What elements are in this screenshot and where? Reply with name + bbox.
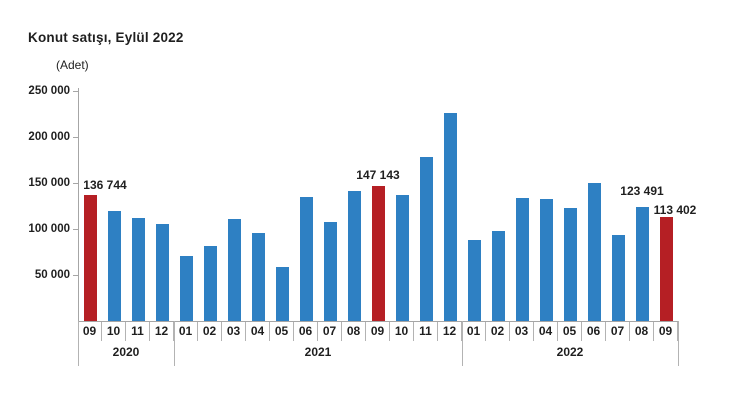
y-tick — [73, 229, 78, 230]
y-axis-line — [78, 88, 79, 321]
bar — [467, 239, 481, 321]
bar — [251, 232, 265, 321]
data-label: 147 143 — [356, 167, 400, 182]
bar — [275, 266, 289, 321]
month-label: 01 — [174, 322, 198, 341]
bar — [227, 218, 241, 321]
month-label: 01 — [462, 322, 486, 341]
bar — [323, 221, 337, 321]
month-label: 11 — [126, 322, 150, 341]
bar — [515, 197, 529, 321]
bar — [299, 197, 313, 321]
bar — [395, 194, 409, 321]
month-label: 06 — [294, 322, 318, 341]
year-label: 2020 — [112, 345, 140, 359]
month-label: 12 — [438, 322, 462, 341]
y-tick-label: 250 000 — [28, 85, 70, 97]
y-tick — [73, 91, 78, 92]
bar — [347, 190, 361, 321]
bar — [491, 231, 505, 321]
bar — [203, 246, 217, 321]
x-axis-line — [78, 321, 679, 322]
month-label: 08 — [630, 322, 654, 341]
bar — [539, 198, 553, 321]
month-label: 08 — [342, 322, 366, 341]
month-label: 02 — [198, 322, 222, 341]
month-label: 04 — [534, 322, 558, 341]
bar — [611, 234, 625, 321]
bar — [179, 256, 193, 321]
month-label: 09 — [78, 322, 102, 341]
month-label: 07 — [318, 322, 342, 341]
group-separator — [678, 321, 679, 366]
month-label: 07 — [606, 322, 630, 341]
group-separator — [78, 321, 79, 366]
month-label: 05 — [270, 322, 294, 341]
y-tick-label: 200 000 — [28, 131, 70, 143]
bar — [155, 223, 169, 321]
y-tick — [73, 137, 78, 138]
data-label: 123 491 — [620, 184, 664, 199]
y-tick-label: 150 000 — [28, 177, 70, 189]
y-tick — [73, 183, 78, 184]
bar — [443, 112, 457, 321]
group-separator — [462, 321, 463, 366]
y-tick-label: 100 000 — [28, 223, 70, 235]
data-label: 113 402 — [653, 202, 697, 217]
y-tick-label: 50 000 — [34, 269, 70, 281]
month-label: 05 — [558, 322, 582, 341]
month-label: 10 — [102, 322, 126, 341]
y-tick — [73, 275, 78, 276]
bar-highlighted — [83, 195, 97, 321]
bar — [131, 217, 145, 321]
month-label: 03 — [510, 322, 534, 341]
bar — [635, 207, 649, 321]
unit-label: (Adet) — [56, 58, 89, 72]
year-label: 2022 — [556, 345, 584, 359]
year-label: 2021 — [304, 345, 332, 359]
month-label: 12 — [150, 322, 174, 341]
bar-highlighted — [371, 185, 385, 321]
month-label: 03 — [222, 322, 246, 341]
month-label: 10 — [390, 322, 414, 341]
month-label: 04 — [246, 322, 270, 341]
chart-title: Konut satışı, Eylül 2022 — [28, 30, 184, 45]
month-label: 09 — [366, 322, 390, 341]
bar — [563, 208, 577, 321]
month-label: 02 — [486, 322, 510, 341]
month-label: 09 — [654, 322, 678, 341]
group-separator — [174, 321, 175, 366]
bar-highlighted — [659, 216, 673, 321]
data-label: 136 744 — [83, 178, 127, 193]
bar — [107, 211, 121, 321]
month-label: 11 — [414, 322, 438, 341]
bar — [419, 156, 433, 321]
bar — [587, 182, 601, 321]
month-label: 06 — [582, 322, 606, 341]
